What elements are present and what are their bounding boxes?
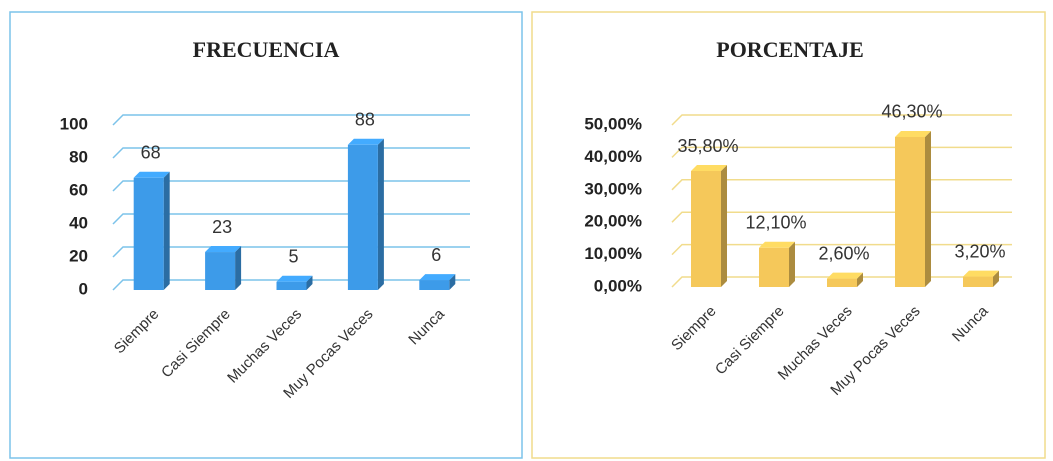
bar-side	[721, 165, 727, 287]
bar-top	[276, 275, 313, 282]
grid-line	[671, 114, 1012, 126]
y-tick-label: 60	[69, 180, 88, 199]
value-label: 46,30%	[881, 102, 942, 122]
bar-top	[205, 246, 242, 253]
bar-side	[857, 272, 863, 287]
value-label: 12,10%	[745, 213, 806, 233]
bar	[895, 136, 925, 287]
chart-title: PORCENTAJE	[716, 37, 864, 62]
bar-top	[347, 138, 384, 145]
bar	[133, 177, 164, 290]
bar	[827, 278, 857, 287]
chart-frame	[531, 11, 1046, 459]
bar	[691, 171, 721, 287]
bar	[963, 276, 993, 287]
bar-top	[133, 171, 170, 178]
y-tick-label: 0,00%	[594, 276, 642, 295]
bar-side	[306, 275, 313, 290]
value-label: 2,60%	[818, 243, 869, 263]
y-tick-label: 50,00%	[584, 114, 642, 133]
y-tick-label: 40,00%	[584, 147, 642, 166]
value-label: 88	[355, 110, 375, 130]
y-tick-label: 0	[79, 279, 88, 298]
bar-side	[789, 241, 795, 287]
bar-side	[449, 274, 456, 290]
value-label: 23	[212, 217, 232, 237]
chart-frame	[9, 11, 523, 459]
bar-side	[235, 246, 242, 290]
grid-line	[112, 114, 470, 126]
y-tick-label: 80	[69, 147, 88, 166]
y-tick-label: 30,00%	[584, 179, 642, 198]
bar-top	[895, 130, 931, 137]
value-label: 5	[288, 247, 298, 267]
value-label: 68	[141, 143, 161, 163]
value-label: 35,80%	[677, 136, 738, 156]
bar-top	[419, 274, 456, 281]
bar-side	[925, 130, 931, 287]
y-tick-label: 20,00%	[584, 212, 642, 231]
y-tick-label: 20	[69, 246, 88, 265]
bar-top	[827, 272, 863, 279]
bar	[205, 252, 236, 290]
bar	[759, 247, 789, 287]
y-tick-label: 40	[69, 213, 88, 232]
bar-side	[993, 270, 999, 287]
bar-side	[377, 138, 384, 290]
bar	[276, 281, 307, 290]
y-tick-label: 100	[60, 114, 88, 133]
y-tick-label: 10,00%	[584, 244, 642, 263]
chart-title: FRECUENCIA	[193, 37, 340, 62]
value-label: 3,20%	[954, 241, 1005, 261]
bar-top	[691, 165, 727, 172]
bar-side	[163, 171, 170, 290]
bar-top	[963, 270, 999, 277]
bar	[419, 280, 450, 290]
value-label: 6	[431, 245, 441, 265]
bar-top	[759, 241, 795, 248]
bar	[347, 144, 378, 290]
